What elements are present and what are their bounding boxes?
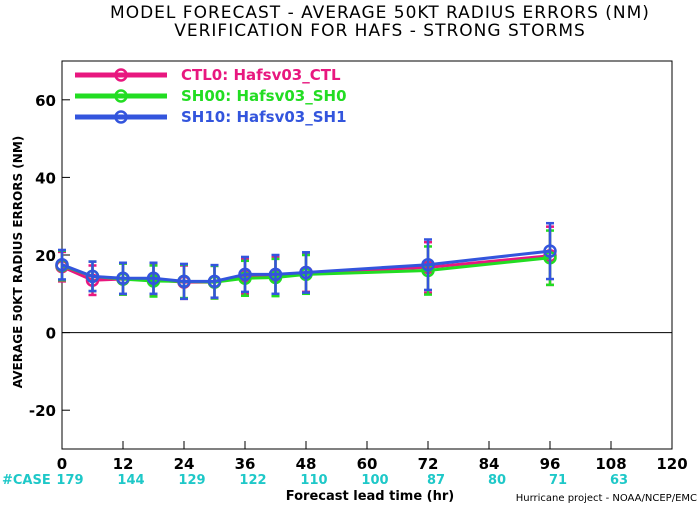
case-count-value: 63 xyxy=(610,473,628,488)
y-tick-label: 60 xyxy=(35,92,56,110)
x-tick-label: 12 xyxy=(113,455,134,473)
x-tick-label: 72 xyxy=(418,455,439,473)
x-tick-label: 108 xyxy=(595,455,626,473)
case-counts: 179 144 129 122 110 100 87 80 71 63 xyxy=(56,473,628,488)
case-count-value: 71 xyxy=(549,473,567,488)
x-axis: 0 12 24 36 48 60 72 84 96 108 120 xyxy=(57,441,688,473)
legend-label: SH10: Hafsv03_SH1 xyxy=(181,108,347,126)
x-tick-label: 60 xyxy=(357,455,378,473)
data-point xyxy=(146,271,161,286)
data-point xyxy=(421,257,435,272)
legend-label: CTL0: Hafsv03_CTL xyxy=(181,66,341,84)
data-point xyxy=(238,267,252,282)
y-axis: -20 0 20 40 60 xyxy=(29,92,70,420)
legend-swatch-marker xyxy=(114,110,128,124)
data-point xyxy=(55,257,69,272)
data-point xyxy=(299,265,313,280)
case-count-value: 122 xyxy=(239,473,266,488)
y-axis-label: AVERAGE 50KT RADIUS ERRORS (NM) xyxy=(11,136,25,388)
case-count-value: 87 xyxy=(427,473,445,488)
x-tick-label: 0 xyxy=(57,455,67,473)
case-count-value: 144 xyxy=(117,473,144,488)
case-count-value: 129 xyxy=(178,473,205,488)
case-count-value: 110 xyxy=(300,473,327,488)
y-tick-label: 40 xyxy=(35,169,56,187)
legend-swatch-marker xyxy=(114,89,128,103)
data-point xyxy=(268,267,283,282)
data-point xyxy=(543,244,557,258)
credit-text: Hurricane project - NOAA/NCEP/EMC xyxy=(516,493,697,504)
data-point xyxy=(177,274,191,289)
legend-item: SH00: Hafsv03_SH0 xyxy=(75,87,347,105)
x-tick-label: 120 xyxy=(656,455,687,473)
series-layer xyxy=(55,221,557,301)
chart-subtitle: VERIFICATION FOR HAFS - STRONG STORMS xyxy=(174,21,586,41)
x-tick-label: 84 xyxy=(479,455,500,473)
legend-item: CTL0: Hafsv03_CTL xyxy=(75,66,341,84)
x-tick-label: 24 xyxy=(174,455,195,473)
x-axis-label: Forecast lead time (hr) xyxy=(286,489,454,504)
x-tick-label: 36 xyxy=(235,455,256,473)
y-tick-label: -20 xyxy=(29,402,56,420)
case-count-value: 100 xyxy=(361,473,388,488)
case-count-label: #CASE xyxy=(2,473,51,488)
legend-label: SH00: Hafsv03_SH0 xyxy=(181,87,347,105)
y-tick-label: 0 xyxy=(46,325,56,343)
x-tick-label: 48 xyxy=(296,455,317,473)
y-tick-label: 20 xyxy=(35,247,56,265)
case-count-value: 80 xyxy=(488,473,506,488)
case-count-value: 179 xyxy=(56,473,83,488)
legend-swatch-marker xyxy=(114,68,128,82)
chart-title: MODEL FORECAST - AVERAGE 50KT RADIUS ERR… xyxy=(110,3,650,23)
x-tick-label: 96 xyxy=(540,455,561,473)
data-point xyxy=(207,274,222,289)
legend-item: SH10: Hafsv03_SH1 xyxy=(75,108,347,126)
legend: CTL0: Hafsv03_CTL SH00: Hafsv03_SH0 SH10: … xyxy=(75,66,347,126)
data-point xyxy=(85,269,100,284)
series-2 xyxy=(55,221,557,301)
data-point xyxy=(116,271,130,286)
